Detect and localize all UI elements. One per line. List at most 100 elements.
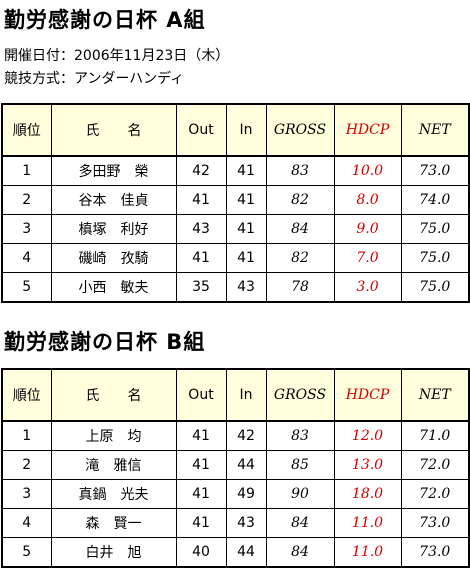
cell: 11.0 — [333, 508, 402, 538]
cell: 3.0 — [333, 272, 402, 303]
cell: 磯崎 孜騎 — [50, 243, 177, 273]
cell: 41 — [225, 155, 267, 186]
cell: 42 — [225, 420, 267, 451]
cell: 7.0 — [333, 243, 402, 273]
cell: 多田野 榮 — [50, 155, 177, 186]
header-cell: GROSS — [265, 103, 335, 157]
cell: 43 — [225, 508, 267, 538]
cell: 白井 旭 — [50, 537, 177, 568]
cell: 84 — [265, 214, 335, 244]
cell: 5 — [1, 537, 52, 568]
cell: 8.0 — [333, 185, 402, 215]
cell: 41 — [175, 450, 227, 480]
cell: 73.0 — [400, 155, 470, 186]
cell: 41 — [175, 420, 227, 451]
cell: 41 — [175, 479, 227, 509]
cell: 75.0 — [400, 214, 470, 244]
header-cell: 氏 名 — [50, 368, 177, 422]
cell: 18.0 — [333, 479, 402, 509]
cell: 1 — [1, 155, 52, 186]
cell: 2 — [1, 450, 52, 480]
header-cell: Out — [175, 103, 227, 157]
header-cell: GROSS — [265, 368, 335, 422]
header-cell: 順位 — [1, 368, 52, 422]
cell: 90 — [265, 479, 335, 509]
header-cell: HDCP — [333, 103, 402, 157]
cell: 72.0 — [400, 479, 470, 509]
cell: 41 — [175, 508, 227, 538]
cell: 谷本 佳貞 — [50, 185, 177, 215]
section-title: 勤労感謝の日杯 B組 — [4, 330, 206, 354]
cell: 11.0 — [333, 537, 402, 568]
header-cell: HDCP — [333, 368, 402, 422]
cell: 槙塚 利好 — [50, 214, 177, 244]
cell: 43 — [175, 214, 227, 244]
data-row: 2 谷本 佳貞 41 41 82 8.0 74.0 — [1, 185, 470, 215]
data-row: 1 上原 均 41 42 83 12.0 71.0 — [1, 420, 470, 451]
cell: 83 — [265, 155, 335, 186]
cell: 82 — [265, 243, 335, 273]
cell: 73.0 — [400, 537, 470, 568]
results-table: 順位氏 名 Out In GROSS HDCP NET 1 上原 均 41 42 83 12.0 71.… — [1, 368, 470, 568]
cell: 小西 敏夫 — [50, 272, 177, 303]
cell: 78 — [265, 272, 335, 303]
cell: 森 賢一 — [50, 508, 177, 538]
cell: 74.0 — [400, 185, 470, 215]
header-row: 順位氏 名 Out In GROSS HDCP NET — [1, 368, 470, 422]
header-cell: 順位 — [1, 103, 52, 157]
header-row: 順位氏 名 Out In GROSS HDCP NET — [1, 103, 470, 157]
cell: 3 — [1, 479, 52, 509]
info-line: 開催日付：2006年11月23日（木） — [4, 48, 230, 64]
cell: 1 — [1, 420, 52, 451]
cell: 13.0 — [333, 450, 402, 480]
data-row: 3 真鍋 光夫 41 49 90 18.0 72.0 — [1, 479, 470, 509]
data-row: 5 白井 旭 40 44 84 11.0 73.0 — [1, 537, 470, 568]
cell: 42 — [175, 155, 227, 186]
data-row: 3 槙塚 利好 43 41 84 9.0 75.0 — [1, 214, 470, 244]
data-row: 5 小西 敏夫 35 43 78 3.0 75.0 — [1, 272, 470, 303]
cell: 41 — [225, 185, 267, 215]
cell: 84 — [265, 508, 335, 538]
info-line: 競技方式：アンダーハンディ — [4, 71, 185, 87]
cell: 2 — [1, 185, 52, 215]
info-block: 開催日付：2006年11月23日（木） 競技方式：アンダーハンディ — [4, 45, 229, 91]
cell: 82 — [265, 185, 335, 215]
cell: 49 — [225, 479, 267, 509]
cell: 71.0 — [400, 420, 470, 451]
header-cell: In — [225, 103, 267, 157]
cell: 40 — [175, 537, 227, 568]
data-row: 1 多田野 榮 42 41 83 10.0 73.0 — [1, 155, 470, 186]
cell: 41 — [175, 185, 227, 215]
cell: 41 — [175, 243, 227, 273]
header-cell: Out — [175, 368, 227, 422]
cell: 35 — [175, 272, 227, 303]
section-title: 勤労感謝の日杯 A組 — [4, 8, 206, 32]
cell: 85 — [265, 450, 335, 480]
cell: 10.0 — [333, 155, 402, 186]
cell: 83 — [265, 420, 335, 451]
cell: 43 — [225, 272, 267, 303]
header-cell: In — [225, 368, 267, 422]
cell: 84 — [265, 537, 335, 568]
header-cell: NET — [400, 103, 470, 157]
cell: 3 — [1, 214, 52, 244]
cell: 73.0 — [400, 508, 470, 538]
cell: 真鍋 光夫 — [50, 479, 177, 509]
cell: 44 — [225, 537, 267, 568]
cell: 75.0 — [400, 243, 470, 273]
cell: 5 — [1, 272, 52, 303]
data-row: 4 磯崎 孜騎 41 41 82 7.0 75.0 — [1, 243, 470, 273]
cell: 滝 雅信 — [50, 450, 177, 480]
cell: 上原 均 — [50, 420, 177, 451]
cell: 12.0 — [333, 420, 402, 451]
cell: 4 — [1, 243, 52, 273]
cell: 9.0 — [333, 214, 402, 244]
cell: 4 — [1, 508, 52, 538]
cell: 44 — [225, 450, 267, 480]
header-cell: NET — [400, 368, 470, 422]
cell: 41 — [225, 214, 267, 244]
cell: 72.0 — [400, 450, 470, 480]
